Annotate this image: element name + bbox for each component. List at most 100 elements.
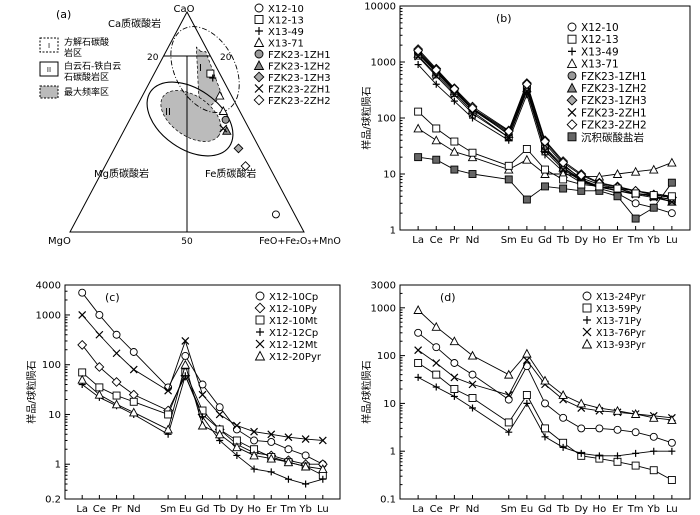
legend-label-2: X12-10Py [269, 304, 317, 315]
data-point-la [77, 339, 88, 350]
data-point-ce [431, 135, 441, 145]
legend-region-i-symbol: I [48, 42, 50, 50]
ternary-legend-marker-3 [255, 27, 263, 35]
data-point-nd [469, 404, 476, 412]
data-point-sm [504, 391, 513, 399]
data-point-ce [94, 389, 105, 399]
ternary-legend-label-2: X12-13 [268, 16, 304, 27]
data-point-gd [541, 165, 549, 174]
x-tick-label-dy: Dy [574, 235, 588, 246]
data-point-tm [630, 409, 641, 418]
data-point-dy [577, 449, 585, 457]
data-point-lu [667, 438, 676, 447]
legend-marker-6 [254, 350, 266, 361]
data-point-sm [504, 161, 513, 170]
ternary-point-x12-10 [271, 210, 280, 219]
data-point-ce [432, 155, 441, 164]
data-point-er [613, 425, 622, 434]
legend-label-2: X12-13 [581, 34, 619, 46]
data-point-ho [250, 427, 258, 436]
data-point-tb [559, 413, 568, 422]
data-point-eu [181, 337, 190, 345]
data-point-eu [181, 372, 189, 380]
data-point-er [266, 453, 276, 463]
x-tick-label-tb: Tb [212, 504, 225, 515]
data-point-ce [432, 72, 441, 81]
data-point-tm [631, 214, 640, 223]
data-point-la [78, 311, 87, 319]
y-tick-label: 3000 [371, 281, 396, 292]
legend-label-2: X13-59Py [596, 304, 642, 315]
data-point-gd [541, 424, 549, 433]
legend-marker-1 [255, 291, 265, 301]
legend-max-frequency-swatch [39, 85, 59, 99]
data-point-dy [232, 442, 242, 452]
data-point-pr [111, 377, 122, 387]
data-point-ce [432, 124, 441, 133]
data-point-la [413, 123, 423, 133]
data-point-gd [197, 420, 208, 430]
data-point-pr [450, 359, 459, 367]
legend: X13-24PyrX13-59PyX13-71PyX13-76PyrX13-93… [581, 291, 645, 351]
data-point-eu [522, 195, 531, 204]
plot-frame [399, 284, 691, 500]
legend-marker-3 [255, 315, 265, 325]
data-point-nd [468, 380, 477, 389]
data-point-pr [450, 373, 459, 382]
legend-marker-1 [582, 291, 592, 301]
data-point-tm [284, 445, 293, 454]
data-point-la [414, 107, 423, 116]
data-point-pr [112, 330, 121, 339]
data-point-lu [667, 209, 676, 218]
y-tick-label: 100 [42, 360, 61, 371]
series-unnamed-10 [414, 107, 676, 201]
legend-marker-10 [567, 132, 577, 142]
scale-mark-left-20: 20 [147, 53, 159, 63]
data-point-pr [450, 392, 458, 400]
data-point-dy [232, 425, 241, 434]
ternary-legend-marker-9 [253, 94, 265, 106]
data-point-eu [522, 391, 531, 399]
data-point-pr [450, 137, 459, 146]
y-tick-label: 1 [390, 447, 396, 458]
data-point-ce [432, 359, 441, 367]
panel-label: (d) [440, 291, 456, 304]
data-point-nd [467, 103, 478, 114]
data-point-nd [468, 394, 477, 402]
data-point-ho [595, 452, 603, 460]
y-tick-label: 1 [390, 226, 396, 237]
data-point-nd [468, 170, 477, 178]
x-tick-label-pr: Pr [449, 235, 460, 246]
legend-marker-2 [567, 34, 577, 44]
region-ii-outline [146, 81, 234, 157]
vertex-cao-label: CaO [174, 4, 195, 15]
data-point-eu [522, 87, 531, 96]
data-point-dy [577, 424, 586, 433]
legend-label-4: X13-76Pyr [596, 328, 645, 339]
legend-marker-3 [568, 47, 576, 56]
panel-label: (b) [496, 12, 512, 25]
data-point-nd [129, 348, 138, 356]
x-tick-label-yb: Yb [647, 504, 660, 515]
x-tick-label-la: La [412, 235, 424, 246]
y-tick-label: 100 [377, 351, 396, 362]
data-point-tm [631, 189, 640, 198]
y-tick-label: 4000 [36, 281, 61, 292]
data-point-pr [449, 146, 460, 156]
data-point-lu [667, 178, 676, 187]
y-tick-label: 1000 [371, 58, 396, 69]
ree-pattern-chart-panel-b: 1 10 100 1000 10000 La Ce Pr Nd Sm Eu Gd Tb Dy Ho Er Tm Y… [360, 2, 691, 246]
data-point-ce [95, 330, 104, 339]
x-tick-label-gd: Gd [538, 504, 552, 515]
series-x12-12mt [78, 311, 327, 445]
x-tick-label-tm: Tm [280, 504, 297, 515]
data-point-ce [431, 321, 441, 331]
data-point-ce [94, 362, 105, 372]
legend-marker-7 [566, 94, 578, 106]
ternary-legend-marker-4 [253, 37, 265, 47]
legend-region-i-swatch [39, 37, 59, 53]
data-point-sm [504, 418, 513, 427]
y-axis-label: 样品/球粒陨石 [360, 86, 373, 149]
x-tick-label-la: La [412, 504, 424, 515]
vertex-mgo-label: MgO [48, 236, 71, 247]
